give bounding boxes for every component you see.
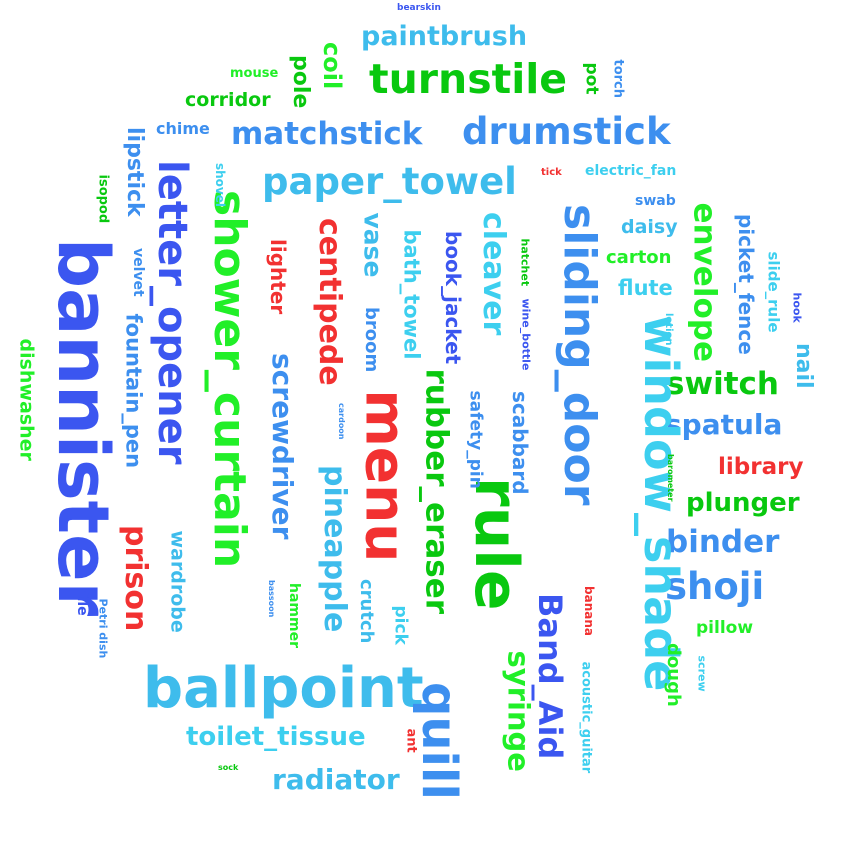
word-mouse: mouse [230,66,279,81]
word-centipede: centipede [312,218,347,386]
word-envelope: envelope [686,202,723,362]
word-vase: vase [358,212,388,278]
word-dough: dough [663,643,684,707]
word-bath-towel: bath_towel [399,229,424,360]
word-broom: broom [361,307,382,373]
word-sock: sock [218,763,239,772]
word-torch: torch [610,59,626,99]
word-swab: swab [635,193,676,209]
word-scabbard: scabbard [508,391,532,495]
word-coil: coil [318,42,346,90]
word-bannister: bannister [42,238,124,617]
word-hook: hook [790,292,804,323]
word-picket-fence: picket_fence [734,214,758,355]
word-sliding-door: sliding_door [554,204,605,506]
word-binder: binder [666,524,780,560]
word-rule: rule [461,477,531,611]
word-acoustic-guitar: acoustic_guitar [578,661,594,774]
word-crutch: crutch [356,579,377,644]
word-flute: flute [618,276,673,300]
word-tick: tick [541,167,562,178]
word-pick: pick [390,605,411,645]
word-cardoon: cardoon [337,403,346,440]
word-wardrobe: wardrobe [166,530,189,633]
word-switch: switch [666,366,779,402]
word-dishwasher: dishwasher [15,338,38,461]
word-rubber-eraser: rubber_eraser [418,368,455,615]
word-lighter: lighter [266,239,290,315]
word-shower-curtain: shower_curtain [204,190,255,569]
word-shoji: shoji [665,565,765,608]
word-hatchet: hatchet [518,238,532,287]
word-slide-rule: slide_rule [764,251,783,333]
word-radiator: radiator [272,763,400,796]
word-nail: nail [791,343,816,389]
word-book-jacket: book_jacket [441,231,465,365]
word-pole: pole [288,55,313,109]
word-corridor: corridor [185,89,271,111]
word-syringe: syringe [501,650,536,772]
word-ant: ant [403,728,419,753]
word-velvet: velvet [130,248,146,297]
word-drumstick: drumstick [462,110,671,153]
word-barometer: barometer [666,454,675,502]
word-turnstile: turnstile [369,55,568,103]
word-petri-dish: Petri dish [96,598,110,659]
word-plunger: plunger [686,488,800,518]
word-ballpoint: ballpoint [143,656,424,721]
word-screw: screw [695,655,709,692]
word-screwdriver: screwdriver [266,353,299,540]
word-paper-towel: paper_towel [262,160,517,203]
word-safety-pin: safety_pin [465,390,486,489]
word-bassoon: bassoon [267,580,276,618]
word-pineapple: pineapple [317,465,352,633]
word-hammer: hammer [286,583,302,648]
word-lotion: lotion [663,313,674,346]
word-matchstick: matchstick [231,116,423,152]
word-banana: banana [582,586,596,636]
word-file: file [74,591,90,616]
word-quill: quill [411,682,467,800]
word-bearskin: bearskin [397,3,441,13]
word-menu: menu [353,389,418,563]
word-library: library [718,454,804,480]
word-isopod: isopod [95,174,111,224]
word-fountain-pen: fountain_pen [121,313,146,469]
word-chime: chime [156,119,210,138]
word-prison: prison [118,525,153,632]
word-spatula: spatula [665,408,783,441]
word-paintbrush: paintbrush [361,21,528,52]
word-toilet-tissue: toilet_tissue [186,722,366,752]
word-pot: pot [581,62,602,95]
word-letter-opener: letter_opener [149,160,195,465]
word-pillow: pillow [696,618,754,638]
word-lipstick: lipstick [122,127,147,217]
word-shovel: shovel [213,163,227,208]
word-wine-bottle: wine_bottle [519,298,533,371]
word-daisy: daisy [621,216,678,238]
word-electric-fan: electric_fan [585,163,677,179]
word-band-aid: Band_Aid [531,593,569,760]
word-carton: carton [606,247,672,268]
word-cleaver: cleaver [476,212,511,336]
